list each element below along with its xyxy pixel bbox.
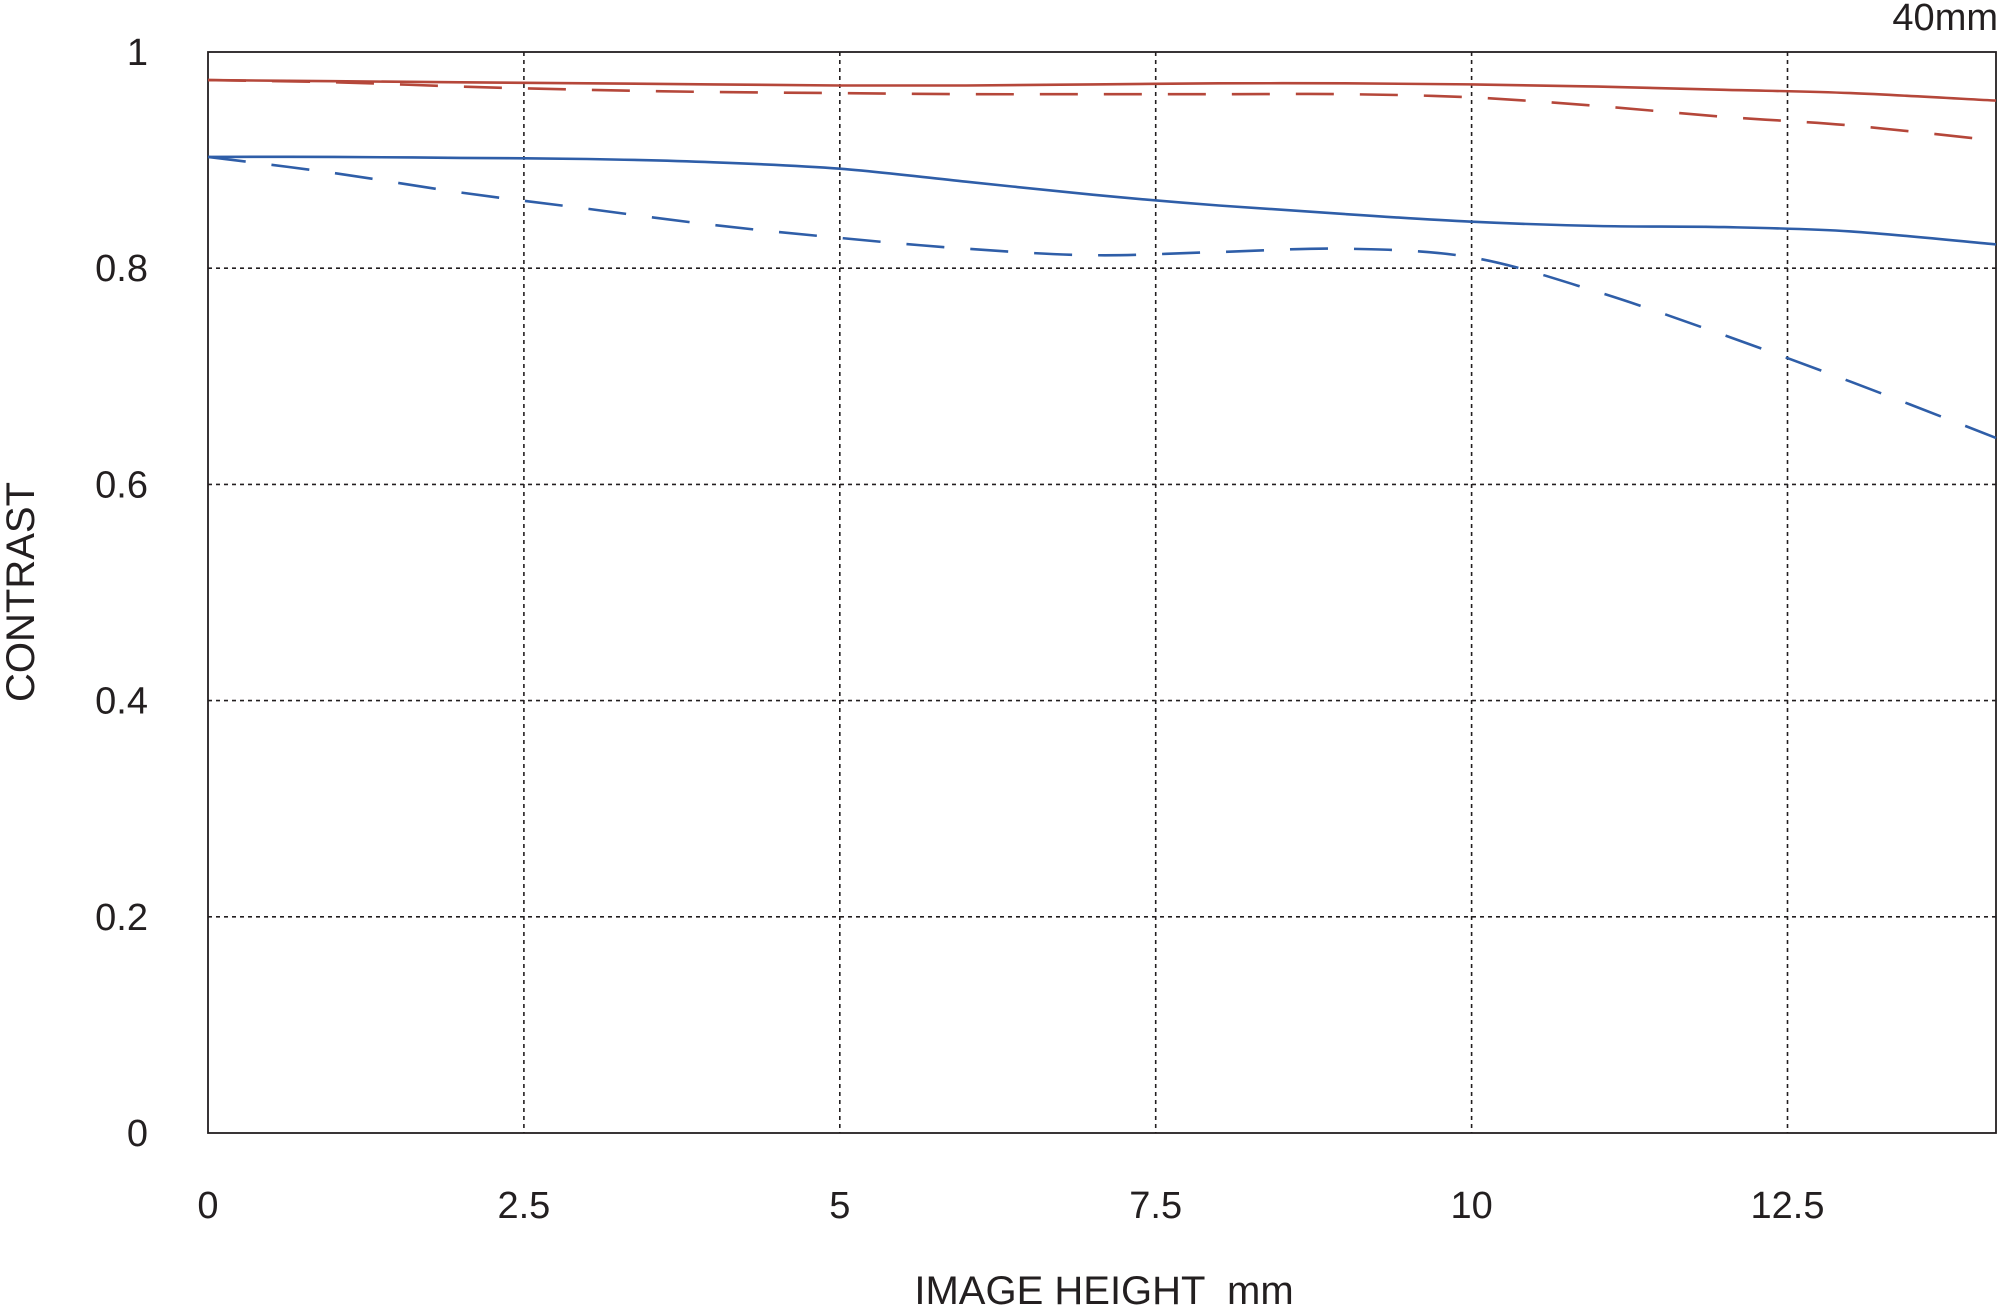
plot-frame [207,51,1997,1134]
grid [208,52,1996,1133]
x-tick-label: 5 [829,1185,850,1227]
series-line-red-solid [207,78,1997,102]
series-line-blue-solid [207,155,1997,246]
x-tick-label: 12.5 [1751,1185,1825,1227]
y-tick-label: 0 [127,1113,148,1155]
x-tick-label: 2.5 [497,1185,550,1227]
x-tick-labels: 0 2.5 5 7.5 10 12.5 [197,1185,1824,1227]
y-tick-label: 0.4 [95,681,148,723]
y-tick-label: 0.2 [95,897,148,939]
x-axis-title: IMAGE HEIGHT mm [914,1269,1293,1307]
focal-length-label: 40mm [1892,0,1998,39]
x-tick-label: 10 [1450,1185,1492,1227]
series-line-blue-dashed [207,155,1997,440]
y-tick-label: 0.6 [95,464,148,506]
x-tick-label: 7.5 [1129,1185,1182,1227]
y-tick-labels: 0 0.2 0.4 0.6 0.8 1 [95,32,148,1155]
y-tick-label: 0.8 [95,248,148,290]
series-line-red-dashed [207,78,1997,142]
y-axis-title: CONTRAST [0,482,43,702]
y-tick-label: 1 [127,32,148,74]
series-layer [207,78,1997,440]
x-tick-label: 0 [197,1185,218,1227]
